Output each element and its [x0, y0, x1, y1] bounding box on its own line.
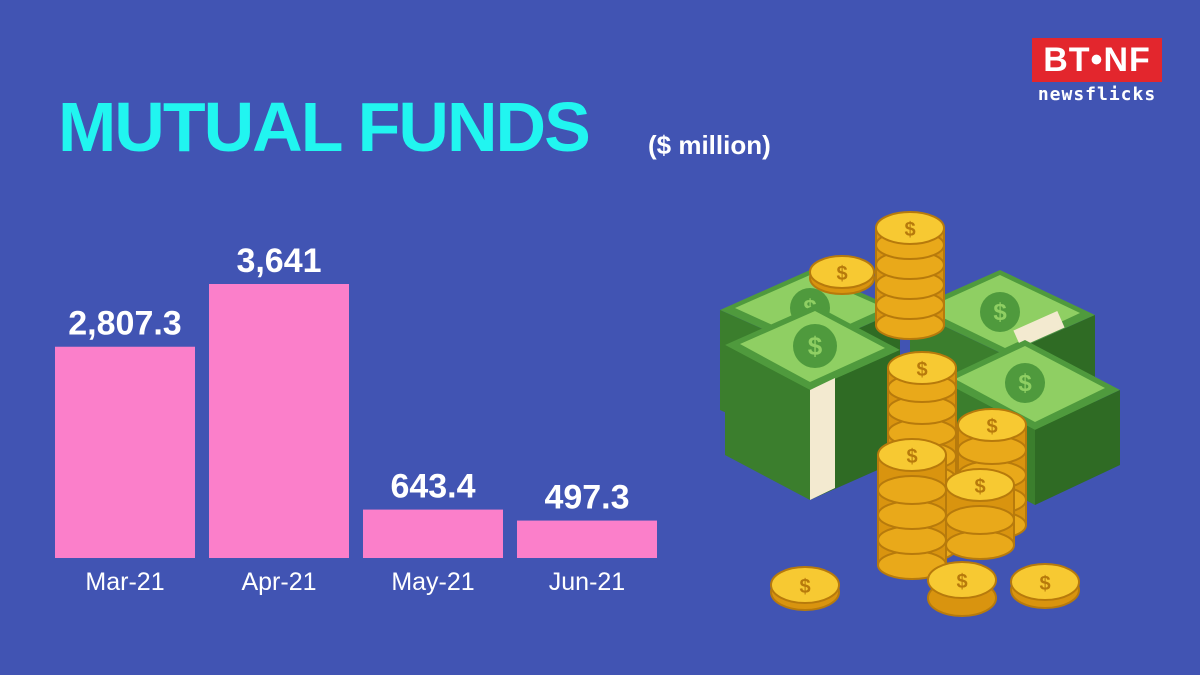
svg-text:$: $ — [808, 331, 823, 361]
logo-badge: BT•NF — [1032, 38, 1162, 82]
coin-single-left: $ — [809, 255, 875, 295]
svg-text:$: $ — [1039, 573, 1050, 595]
bar-mar-21 — [55, 346, 195, 558]
category-label-may-21: May-21 — [391, 568, 474, 596]
bar-jun-21 — [517, 520, 657, 558]
svg-text:$: $ — [904, 219, 915, 241]
svg-text:$: $ — [974, 476, 985, 498]
bar-may-21 — [363, 509, 503, 558]
svg-text:$: $ — [993, 299, 1007, 326]
bar-apr-21 — [209, 284, 349, 558]
bar-chart: 2,807.3 Mar-21 3,641 Apr-21 643.4 May-21 497.3… — [55, 242, 657, 596]
coin-stack-front-left: $ — [877, 438, 947, 580]
svg-text:$: $ — [836, 263, 847, 285]
unit-label: ($ million) — [648, 130, 771, 160]
value-label-apr-21: 3,641 — [236, 242, 321, 280]
coin-loose-left: $ — [770, 566, 840, 611]
bt-newsflicks-logo: BT•NF newsflicks — [1032, 38, 1162, 106]
coin-stack-front-right: $ — [945, 468, 1015, 560]
coin-stack-top: $ — [875, 211, 945, 340]
money-stacks-and-coins-icon: $ $ $ $ $ — [720, 211, 1120, 617]
value-label-may-21: 643.4 — [390, 468, 475, 506]
svg-text:$: $ — [986, 416, 997, 438]
value-label-mar-21: 2,807.3 — [68, 305, 181, 343]
category-label-apr-21: Apr-21 — [241, 568, 316, 596]
chart-title: MUTUAL FUNDS — [58, 88, 591, 166]
category-label-mar-21: Mar-21 — [85, 568, 164, 596]
svg-text:$: $ — [956, 571, 967, 593]
coin-loose-center: $ — [927, 561, 997, 617]
value-label-jun-21: 497.3 — [544, 479, 629, 517]
svg-text:$: $ — [916, 359, 927, 381]
svg-text:$: $ — [1018, 370, 1032, 397]
svg-text:$: $ — [799, 576, 810, 598]
logo-tagline: newsflicks — [1037, 84, 1157, 105]
svg-text:$: $ — [906, 446, 917, 468]
coin-loose-right: $ — [1010, 563, 1080, 609]
category-label-jun-21: Jun-21 — [549, 568, 625, 596]
